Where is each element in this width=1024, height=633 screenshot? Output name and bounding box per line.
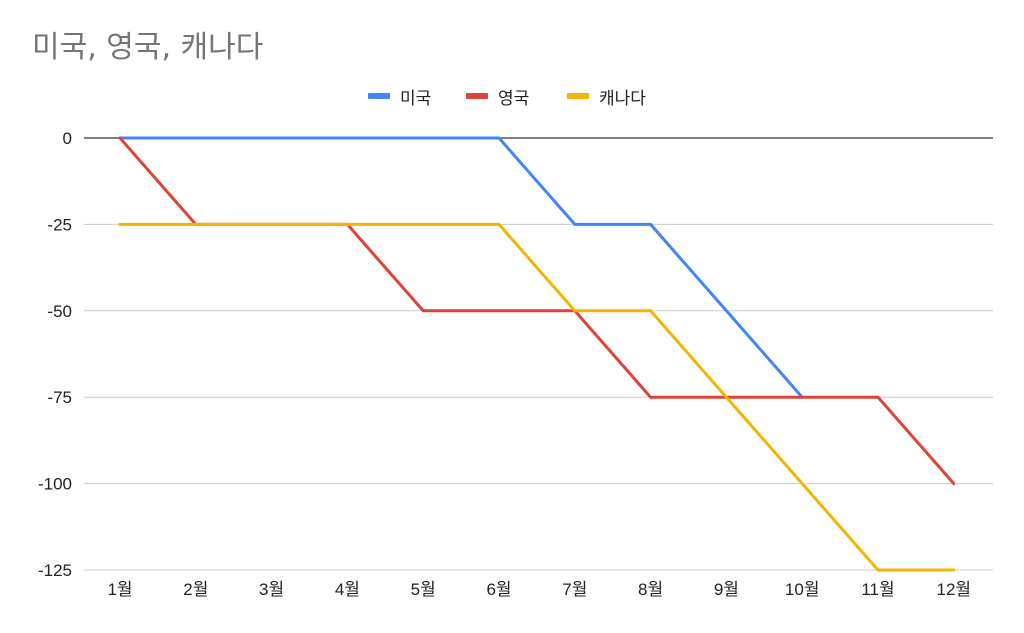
y-tick-label-2: -50: [47, 302, 72, 321]
legend-swatch-1: [466, 93, 488, 99]
x-tick-label-1: 2월: [183, 580, 208, 599]
series-line-2: [118, 222, 956, 572]
x-tick-label-0: 1월: [107, 580, 132, 599]
chart-title: 미국, 영국, 캐나다: [32, 30, 264, 65]
y-tick-label-3: -75: [47, 388, 72, 407]
legend-label-1: 영국: [498, 88, 530, 109]
legend-item-0: 미국: [368, 84, 432, 109]
x-tick-label-3: 4월: [335, 580, 360, 599]
x-tick-label-7: 8월: [638, 580, 663, 599]
x-tick-label-6: 7월: [562, 580, 587, 599]
x-tick-label-8: 9월: [714, 580, 739, 599]
y-tick-label-5: -125: [38, 561, 72, 580]
x-tick-label-4: 5월: [411, 580, 436, 599]
series-line-0: [118, 136, 804, 399]
y-tick-label-4: -100: [38, 475, 72, 494]
legend-label-0: 미국: [400, 88, 432, 109]
legend-label-2: 캐나다: [599, 88, 646, 109]
legend-item-1: 영국: [466, 84, 530, 109]
x-tick-label-2: 3월: [259, 580, 284, 599]
legend-item-2: 캐나다: [567, 84, 646, 109]
legend-swatch-2: [567, 93, 589, 99]
x-tick-label-9: 10월: [785, 580, 820, 599]
legend: 미국 영국 캐나다: [0, 84, 1024, 109]
x-tick-label-5: 6월: [486, 580, 511, 599]
legend-swatch-0: [368, 93, 390, 99]
y-tick-label-0: 0: [63, 129, 72, 148]
x-tick-label-10: 11월: [861, 580, 894, 599]
y-tick-label-1: -25: [47, 215, 72, 234]
x-tick-label-11: 12월: [937, 580, 972, 599]
